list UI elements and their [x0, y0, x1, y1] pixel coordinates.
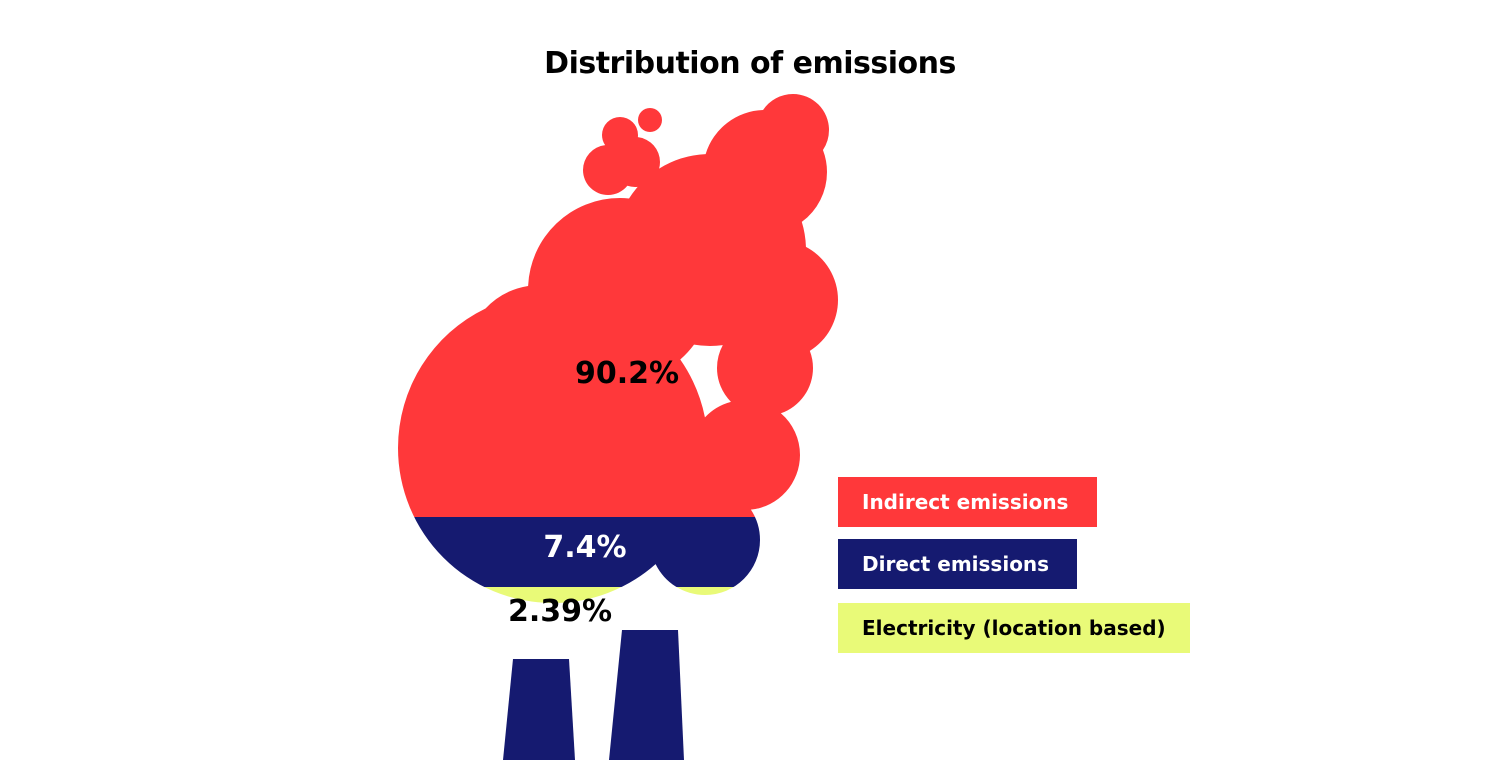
label-direct-pct: 7.4% [543, 530, 626, 565]
chimney-right [609, 630, 684, 760]
legend-item-indirect-emissions: Indirect emissions [838, 477, 1097, 527]
legend-item-direct-emissions: Direct emissions [838, 539, 1077, 589]
legend-item-electricity: Electricity (location based) [838, 603, 1190, 653]
band-indirect-emissions [398, 94, 838, 517]
legend-label-electricity: Electricity (location based) [862, 616, 1166, 640]
chimney-left [503, 659, 575, 760]
legend-label-direct-emissions: Direct emissions [862, 552, 1050, 576]
band-electricity-location-based [398, 587, 838, 603]
legend-label-indirect-emissions: Indirect emissions [862, 490, 1069, 514]
label-electricity-pct: 2.39% [508, 594, 612, 629]
chart-title: Distribution of emissions [544, 46, 956, 81]
label-indirect-pct: 90.2% [575, 356, 679, 391]
